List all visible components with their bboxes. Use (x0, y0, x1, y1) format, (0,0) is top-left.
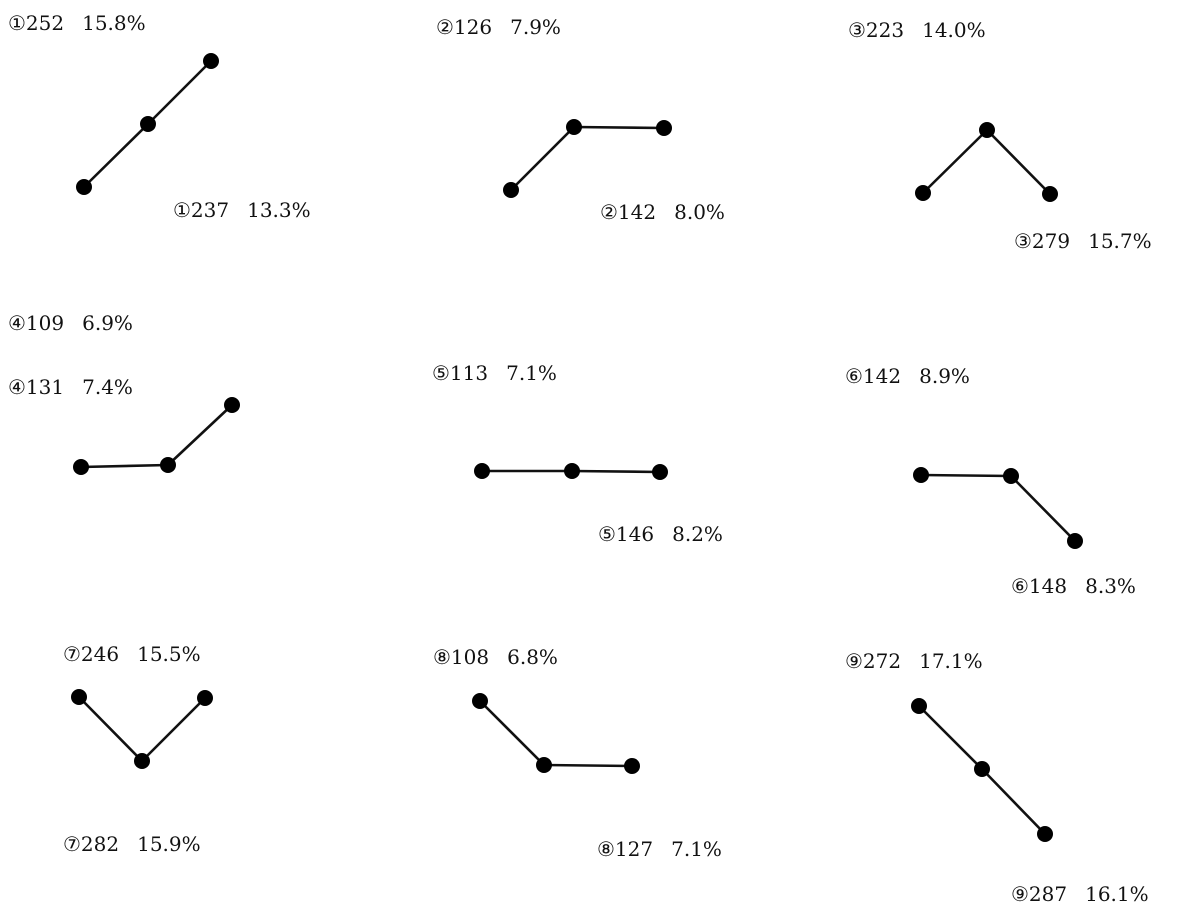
pattern-panel-8 (472, 693, 640, 774)
pattern-count: ⑤146 (598, 522, 655, 546)
pattern-5-label-b: ⑤146 8.2% (598, 522, 723, 546)
pattern-percent: 17.1% (919, 649, 983, 673)
pattern-3-label-b: ③279 15.7% (1014, 229, 1152, 253)
pattern-point (1003, 468, 1019, 484)
pattern-point (656, 120, 672, 136)
pattern-1-label-a: ①252 15.8% (8, 11, 146, 35)
pattern-percent: 15.8% (82, 11, 146, 35)
pattern-percent: 15.7% (1088, 229, 1152, 253)
pattern-line (80, 404, 233, 469)
pattern-count: ⑥148 (1011, 574, 1068, 598)
pattern-4-label-a: ④109 6.9% (8, 311, 133, 335)
pattern-percent: 14.0% (922, 18, 986, 42)
pattern-7-label-a: ⑦246 15.5% (63, 642, 201, 666)
pattern-percent: 8.9% (919, 364, 970, 388)
pattern-count: ⑤113 (432, 361, 489, 385)
pattern-count: ③223 (848, 18, 905, 42)
pattern-8-label-a: ⑧108 6.8% (433, 645, 558, 669)
pattern-9-label-b: ⑨287 16.1% (1011, 882, 1149, 906)
pattern-count: ⑨287 (1011, 882, 1068, 906)
pattern-line (920, 473, 1076, 542)
pattern-point (536, 757, 552, 773)
pattern-point (71, 689, 87, 705)
pattern-point (564, 463, 580, 479)
pattern-point (224, 397, 240, 413)
pattern-count: ②142 (600, 200, 657, 224)
pattern-count: ⑥142 (845, 364, 902, 388)
pattern-count: ①252 (8, 11, 65, 35)
pattern-point (1042, 186, 1058, 202)
pattern-point (1037, 826, 1053, 842)
pattern-percent: 13.3% (247, 198, 311, 222)
pattern-point (76, 179, 92, 195)
pattern-percent: 7.9% (510, 15, 561, 39)
pattern-count: ②126 (436, 15, 493, 39)
pattern-5-label-a: ⑤113 7.1% (432, 361, 557, 385)
pattern-3-label-a: ③223 14.0% (848, 18, 986, 42)
pattern-panel-1 (76, 53, 219, 195)
pattern-count: ①237 (173, 198, 230, 222)
pattern-panel-9 (911, 698, 1053, 842)
pattern-count: ④109 (8, 311, 65, 335)
pattern-point (474, 463, 490, 479)
pattern-line (510, 125, 665, 191)
pattern-point (913, 467, 929, 483)
pattern-point (911, 698, 927, 714)
pattern-7-label-b: ⑦282 15.9% (63, 832, 201, 856)
pattern-percent: 6.9% (82, 311, 133, 335)
pattern-percent: 6.8% (507, 645, 558, 669)
pattern-point (652, 464, 668, 480)
pattern-9-label-a: ⑨272 17.1% (845, 649, 983, 673)
pattern-percent: 7.1% (671, 837, 722, 861)
pattern-point (503, 182, 519, 198)
pattern-count: ④131 (8, 375, 65, 399)
pattern-panel-5 (474, 463, 668, 480)
pattern-panel-3 (915, 122, 1058, 202)
pattern-percent: 15.9% (137, 832, 201, 856)
pattern-count: ⑦282 (63, 832, 120, 856)
pattern-panel-7 (71, 689, 213, 769)
pattern-point (566, 119, 582, 135)
pattern-point (915, 185, 931, 201)
pattern-point (472, 693, 488, 709)
pattern-2-label-a: ②126 7.9% (436, 15, 561, 39)
pattern-point (197, 690, 213, 706)
pattern-2-label-b: ②142 8.0% (600, 200, 725, 224)
pattern-6-label-b: ⑥148 8.3% (1011, 574, 1136, 598)
pattern-line (479, 700, 633, 768)
pattern-percent: 7.1% (506, 361, 557, 385)
pattern-percent: 8.2% (672, 522, 723, 546)
pattern-percent: 7.4% (82, 375, 133, 399)
pattern-panel-2 (503, 119, 672, 198)
pattern-point (160, 457, 176, 473)
pattern-line (78, 696, 206, 763)
pattern-4-label-b: ④131 7.4% (8, 375, 133, 399)
pattern-1-label-b: ①237 13.3% (173, 198, 311, 222)
pattern-point (140, 116, 156, 132)
pattern-line (922, 128, 1051, 195)
pattern-count: ⑧127 (597, 837, 654, 861)
pattern-count: ③279 (1014, 229, 1071, 253)
pattern-count: ⑧108 (433, 645, 490, 669)
pattern-percent: 8.0% (674, 200, 725, 224)
pattern-8-label-b: ⑧127 7.1% (597, 837, 722, 861)
pattern-percent: 15.5% (137, 642, 201, 666)
pattern-point (134, 753, 150, 769)
pattern-count: ⑨272 (845, 649, 902, 673)
pattern-point (974, 761, 990, 777)
pattern-panel-4 (73, 397, 240, 475)
pattern-point (203, 53, 219, 69)
pattern-percent: 8.3% (1085, 574, 1136, 598)
pattern-point (624, 758, 640, 774)
pattern-count: ⑦246 (63, 642, 120, 666)
pattern-point (979, 122, 995, 138)
pattern-panel-6 (913, 467, 1083, 549)
pattern-point (1067, 533, 1083, 549)
pattern-point (73, 459, 89, 475)
pattern-6-label-a: ⑥142 8.9% (845, 364, 970, 388)
pattern-percent: 16.1% (1085, 882, 1149, 906)
